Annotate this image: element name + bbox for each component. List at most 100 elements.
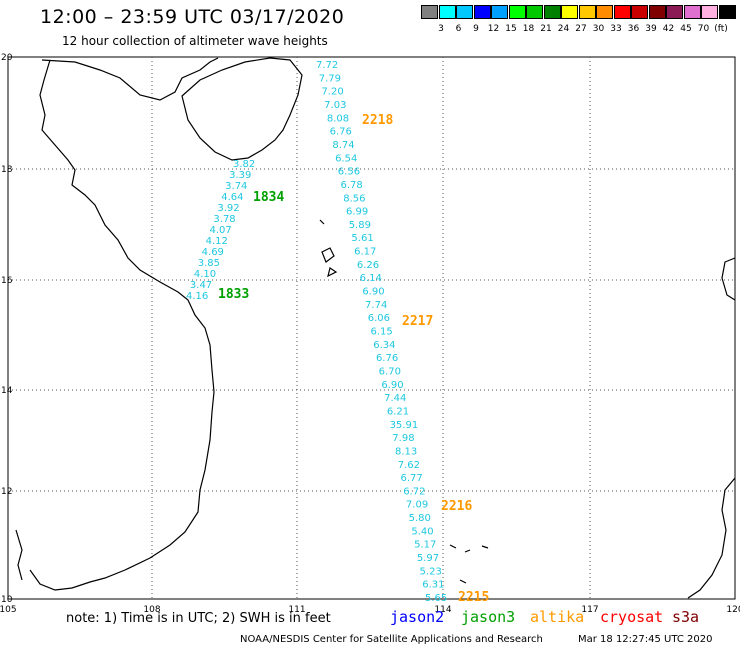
lon-tick-label: 108 xyxy=(143,605,160,615)
altimeter-tracks: 3.823.393.744.643.923.784.074.124.693.85… xyxy=(186,60,489,605)
wave-height-value: 8.74 xyxy=(332,140,354,151)
wave-height-value: 7.44 xyxy=(384,393,406,404)
legend-swatch xyxy=(631,5,648,19)
wave-height-value: 7.72 xyxy=(316,60,338,71)
legend-label: 70 xyxy=(697,24,710,34)
wave-height-value: 8.13 xyxy=(395,446,417,457)
legend-label: (ft) xyxy=(714,24,728,34)
wave-height-value: 5.89 xyxy=(349,220,371,231)
legend-swatch xyxy=(561,5,578,19)
legend-swatch xyxy=(701,5,718,19)
footnote: note: 1) Time is in UTC; 2) SWH is in fe… xyxy=(66,611,331,626)
wave-height-value: 6.76 xyxy=(376,353,398,364)
legend-swatch xyxy=(596,5,613,19)
wave-height-value: 6.78 xyxy=(341,180,363,191)
legend-label: 36 xyxy=(627,24,640,34)
map-frame xyxy=(7,56,736,600)
wave-height-value: 5.40 xyxy=(411,526,433,537)
wave-height-value: 6.90 xyxy=(362,287,384,298)
lon-tick-label: 114 xyxy=(434,605,451,615)
wave-height-value: 7.03 xyxy=(324,100,346,111)
legend-label: 39 xyxy=(645,24,657,34)
lat-tick-label: 14 xyxy=(1,386,13,396)
wave-height-value: 5.61 xyxy=(351,233,373,244)
wave-height-value: 7.74 xyxy=(365,300,387,311)
wave-height-value: 5.17 xyxy=(414,540,436,551)
wave-height-value: 5.80 xyxy=(409,513,431,524)
legend-label: 15 xyxy=(505,24,517,34)
wave-height-value: 6.90 xyxy=(381,380,403,391)
wave-height-value: 3.39 xyxy=(229,170,251,181)
legend-label: 33 xyxy=(610,24,622,34)
legend-swatch xyxy=(543,5,561,19)
legend-swatch xyxy=(578,5,596,19)
wave-height-value: 6.70 xyxy=(379,366,401,377)
lat-tick-label: 20 xyxy=(1,53,13,63)
wave-height-value: 7.20 xyxy=(321,87,343,98)
legend-swatch xyxy=(438,5,456,19)
pass-number-label: 2215 xyxy=(458,590,489,605)
pass-number-label: 2218 xyxy=(362,113,393,128)
wave-height-value: 6.56 xyxy=(338,167,360,178)
wave-height-value: 6.76 xyxy=(330,127,352,138)
wave-height-value: 3.82 xyxy=(233,159,255,170)
page-title: 12:00 – 23:59 UTC 03/17/2020 xyxy=(40,6,345,28)
pass-number-label: 1834 xyxy=(253,190,284,205)
legend-swatch xyxy=(613,5,631,19)
wave-height-value: 5.65 xyxy=(425,593,447,604)
pass-number-label: 1833 xyxy=(218,287,249,302)
page-subtitle: 12 hour collection of altimeter wave hei… xyxy=(62,34,328,48)
wave-height-value: 4.64 xyxy=(221,192,243,203)
lat-tick-label: 18 xyxy=(1,165,13,175)
coastline-hainan xyxy=(181,57,303,161)
wave-height-value: 3.47 xyxy=(190,280,212,291)
satellite-legend-item: s3a xyxy=(672,608,700,626)
satellite-legend-item: cryosat xyxy=(600,608,664,626)
wave-height-value: 5.97 xyxy=(417,553,439,564)
wave-height-value: 8.08 xyxy=(327,113,349,124)
legend-swatch xyxy=(718,5,736,19)
lon-tick-label: 117 xyxy=(581,605,598,615)
satellite-legend-item: jason2 xyxy=(390,608,445,626)
wave-height-value: 7.79 xyxy=(319,73,341,84)
legend-label: 27 xyxy=(575,24,587,34)
legend-swatch xyxy=(473,5,491,19)
pass-number-label: 2216 xyxy=(441,499,472,514)
wave-height-value: 7.09 xyxy=(406,500,428,511)
coastline-borneo-edge xyxy=(687,477,736,599)
legend-swatch xyxy=(683,5,701,19)
lat-tick-label: 12 xyxy=(1,487,12,497)
legend-label: 9 xyxy=(473,24,479,34)
coastline xyxy=(15,57,736,599)
legend-swatch xyxy=(491,5,508,19)
lon-tick-label: 120 xyxy=(726,605,740,615)
wave-height-value: 6.17 xyxy=(354,247,376,258)
lon-tick-label: 105 xyxy=(0,605,17,615)
wave-height-value: 6.31 xyxy=(422,580,444,591)
coastline-vietnam xyxy=(29,59,215,591)
legend-label: 45 xyxy=(680,24,692,34)
wave-height-value: 6.34 xyxy=(373,340,395,351)
coastline-west-edge xyxy=(15,529,23,581)
legend-swatch xyxy=(508,5,526,19)
wave-height-value: 3.74 xyxy=(225,181,247,192)
legend-label: 6 xyxy=(455,24,462,34)
credit-line: NOAA/NESDIS Center for Satellite Applica… xyxy=(240,634,543,645)
wave-height-value: 4.16 xyxy=(186,291,208,302)
coastline-paracel-islands xyxy=(319,219,338,278)
wave-height-value: 6.06 xyxy=(368,313,390,324)
wave-height-value: 4.69 xyxy=(202,247,224,258)
wave-height-value: 7.98 xyxy=(392,433,414,444)
legend-label: 18 xyxy=(522,24,535,34)
lon-tick-label: 111 xyxy=(288,605,305,615)
wave-height-value: 35.91 xyxy=(390,420,419,431)
wave-height-value: 3.85 xyxy=(198,258,220,269)
wave-height-value: 6.54 xyxy=(335,153,357,164)
wave-height-value: 6.21 xyxy=(387,406,409,417)
satellite-legend-item: jason3 xyxy=(461,608,516,626)
wave-height-value: 6.72 xyxy=(403,486,425,497)
legend-swatch xyxy=(648,5,666,19)
legend-swatch xyxy=(526,5,543,19)
legend-label: 30 xyxy=(592,24,605,34)
